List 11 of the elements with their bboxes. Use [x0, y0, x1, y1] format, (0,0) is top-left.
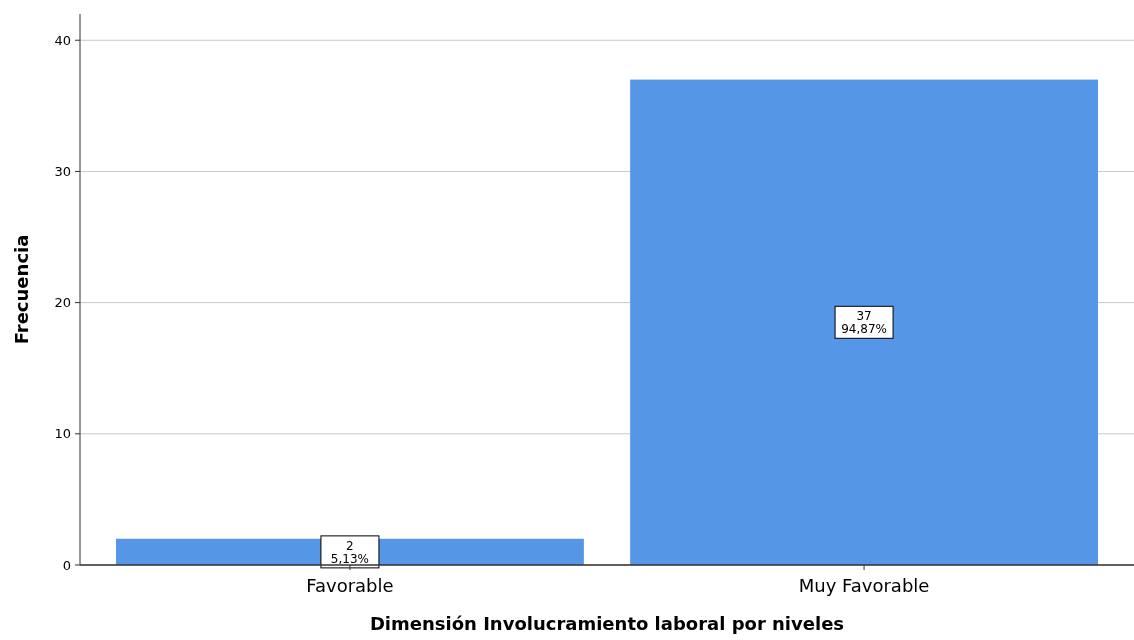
y-tick-label: 10 — [54, 426, 71, 442]
y-tick-label: 0 — [62, 557, 71, 573]
x-tick-label: Muy Favorable — [798, 575, 930, 596]
y-tick-label: 40 — [54, 32, 71, 48]
y-tick-label: 30 — [54, 163, 71, 179]
x-axis-title: Dimensión Involucramiento laboral por niveles — [369, 613, 845, 634]
x-tick-label: Favorable — [306, 575, 394, 596]
data-label: 2 5,13% — [330, 538, 369, 566]
y-tick-label: 20 — [54, 295, 71, 311]
y-axis-title: Frecuencia — [11, 234, 32, 345]
data-label: 37 94,87% — [841, 309, 887, 337]
